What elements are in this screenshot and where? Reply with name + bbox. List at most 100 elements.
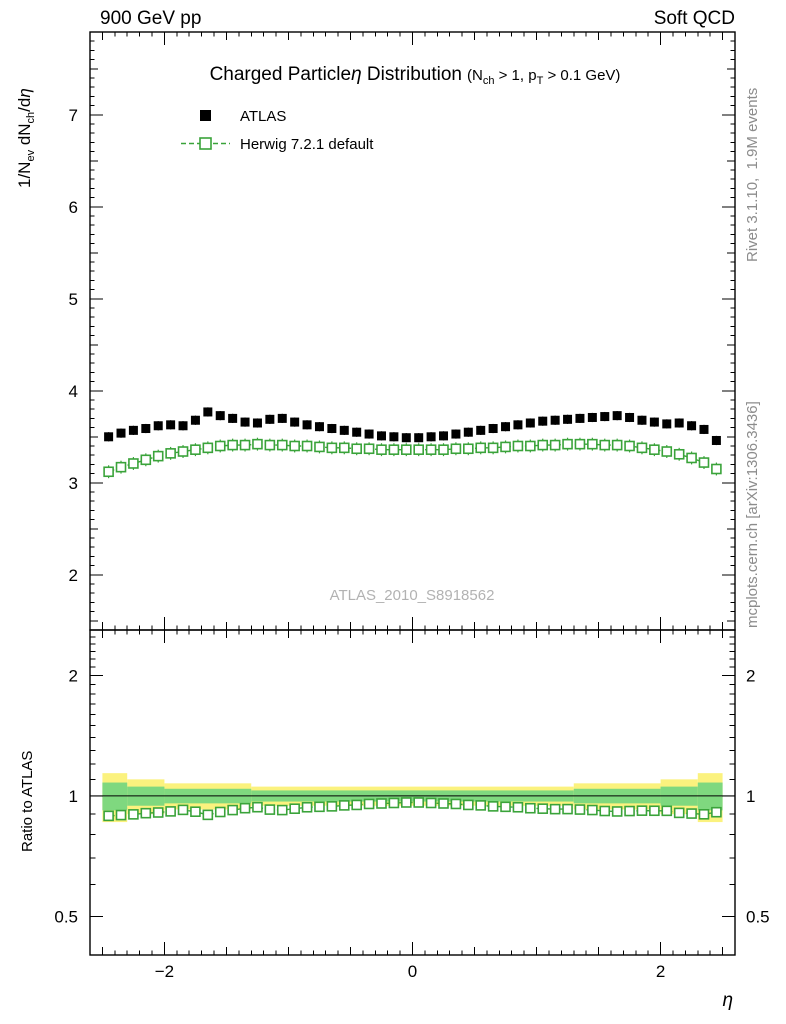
- atlas-marker: [302, 420, 312, 430]
- legend: ATLAS Herwig 7.2.1 default: [181, 108, 374, 153]
- herwig-marker: [301, 440, 313, 452]
- title-text2: Distribution: [362, 64, 462, 85]
- title-eta: η: [351, 64, 362, 85]
- herwig-marker: [227, 439, 238, 451]
- title-text: Charged Particle: [210, 64, 352, 85]
- atlas-marker: [352, 427, 362, 437]
- atlas-marker: [501, 422, 511, 432]
- ratio-marker: [351, 799, 362, 811]
- ylabel-3: /d: [15, 98, 34, 112]
- atlas-marker: [190, 415, 200, 425]
- herwig-marker: [425, 444, 437, 455]
- ratio-marker: [376, 798, 387, 809]
- ratio-marker: [512, 801, 524, 813]
- ratio-marker: [673, 807, 685, 819]
- atlas-marker: [339, 425, 349, 435]
- atlas-marker: [141, 424, 151, 434]
- x-tick-label: 2: [656, 962, 665, 981]
- tick-labels-layer: 2 3 4 5 6 7 0.5 0.5 1 1 2 2 −2 0 2: [54, 106, 769, 981]
- herwig-legend-marker: [199, 137, 212, 150]
- atlas-marker: [277, 413, 287, 423]
- main-y-tick-label: 3: [69, 474, 78, 493]
- atlas-marker: [488, 424, 498, 434]
- ratio-marker: [599, 805, 611, 817]
- herwig-marker: [500, 441, 511, 453]
- herwig-marker: [587, 438, 598, 450]
- ratio-marker: [624, 805, 635, 817]
- atlas-marker: [649, 417, 659, 427]
- ratio-marker: [326, 801, 338, 812]
- ratio-marker: [438, 798, 449, 809]
- ratio-marker: [140, 807, 152, 819]
- ratio-marker: [202, 809, 214, 821]
- beam-energy-label: 900 GeV pp: [100, 8, 201, 29]
- ratio-marker: [128, 809, 139, 820]
- ratio-axis-label: Ratio to ATLAS: [19, 751, 36, 852]
- atlas-marker: [550, 415, 560, 425]
- herwig-marker: [314, 441, 325, 453]
- green-band-segment: [697, 782, 723, 811]
- main-y-tick-label: 5: [69, 290, 78, 309]
- title-cut3: > 0.1 GeV): [543, 67, 620, 84]
- herwig-marker: [450, 443, 462, 455]
- herwig-marker: [463, 443, 474, 455]
- atlas-marker: [563, 414, 573, 424]
- herwig-marker: [624, 440, 635, 452]
- ratio-marker: [636, 805, 648, 816]
- herwig-marker: [252, 438, 263, 450]
- ratio-marker: [190, 806, 201, 818]
- atlas-marker: [662, 419, 672, 429]
- atlas-marker: [476, 425, 486, 435]
- plot-title: Charged Particleη Distribution (Nch > 1, …: [210, 64, 621, 87]
- ratio-marker: [661, 805, 673, 817]
- atlas-marker: [116, 428, 126, 438]
- ylabel-eta: η: [15, 88, 34, 97]
- ratio-marker: [450, 798, 462, 810]
- ratio-marker: [165, 806, 176, 817]
- title-cut2: > 1, p: [494, 67, 536, 84]
- ratio-marker: [500, 801, 511, 813]
- atlas-marker: [439, 431, 449, 441]
- atlas-marker: [625, 412, 635, 422]
- herwig-marker: [574, 438, 586, 450]
- main-y-tick-label: 4: [69, 382, 78, 401]
- atlas-marker: [637, 415, 647, 425]
- atlas-marker: [575, 413, 585, 423]
- atlas-marker: [513, 420, 523, 430]
- atlas-marker: [451, 429, 461, 439]
- ratio-marker: [400, 797, 412, 808]
- atlas-marker: [674, 418, 684, 428]
- herwig-marker: [276, 439, 288, 451]
- herwig-marker: [326, 442, 338, 454]
- main-panel-frame: [89, 31, 736, 631]
- atlas-marker: [376, 431, 386, 441]
- atlas-marker: [240, 417, 250, 427]
- ratio-panel-frame: [89, 629, 736, 956]
- ticks-layer: [90, 32, 735, 955]
- atlas-marker: [364, 429, 374, 439]
- herwig-marker: [177, 446, 189, 457]
- ratio-marker: [338, 800, 350, 811]
- ratio-marker: [587, 804, 598, 816]
- data-layer: [103, 407, 722, 822]
- herwig-marker: [673, 448, 685, 460]
- title-cut1: (N: [467, 67, 483, 84]
- ratio-marker: [711, 806, 722, 818]
- green-band-segment: [102, 782, 128, 811]
- atlas-marker: [228, 413, 238, 423]
- title-sub-nch: ch: [483, 75, 495, 87]
- ratio-marker: [152, 807, 164, 818]
- herwig-marker: [140, 454, 152, 466]
- herwig-marker: [152, 450, 164, 462]
- herwig-marker: [103, 466, 114, 478]
- atlas-marker: [699, 424, 709, 434]
- atlas-marker: [153, 421, 163, 431]
- atlas-marker: [711, 435, 721, 445]
- x-tick-label: −2: [155, 962, 174, 981]
- ylabel-sub-ch: ch: [25, 112, 37, 124]
- herwig-marker: [202, 442, 214, 454]
- herwig-marker: [599, 439, 611, 451]
- x-tick-label: 0: [408, 962, 417, 981]
- main-y-tick-label: 7: [69, 106, 78, 125]
- legend-label-atlas: ATLAS: [240, 108, 286, 125]
